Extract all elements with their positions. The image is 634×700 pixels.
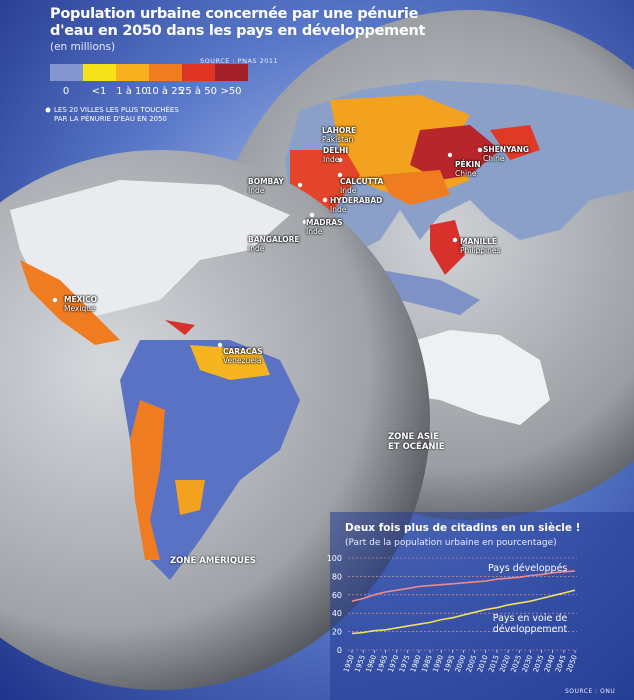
city-dot [52, 297, 58, 303]
city-dot [297, 182, 303, 188]
legend-swatch [83, 64, 116, 81]
americas-landmass [10, 180, 300, 580]
city-label: Caracas Venezuela [223, 347, 263, 365]
city-country: Inde [330, 204, 347, 214]
city-dot [337, 157, 343, 163]
city-label: Bombay Inde [248, 177, 284, 195]
city-country: Inde [306, 226, 323, 236]
city-name: Lahore [322, 126, 357, 135]
city-dot [309, 212, 315, 218]
city-name: Mexico [64, 295, 98, 304]
city-country: Mexique [64, 303, 96, 313]
city-country: Inde [248, 243, 265, 253]
city-dot [452, 237, 458, 243]
legend-label: 25 à 50 [179, 86, 217, 97]
legend-swatch [215, 64, 248, 81]
chart-panel [330, 512, 634, 700]
city-dot [447, 152, 453, 158]
zone-label: Zone Amériques [170, 556, 256, 566]
city-label: Delhi Inde [323, 146, 349, 164]
city-country: Inde [323, 154, 340, 164]
y-tick-label: 60 [332, 591, 342, 600]
chart-subtitle: (Part de la population urbaine en pource… [345, 538, 557, 548]
city-label: Manille Philippines [460, 237, 501, 255]
y-tick-label: 80 [332, 572, 342, 581]
city-country: Chine [483, 153, 505, 163]
city-label: Bangalore Inde [248, 235, 300, 253]
legend-label: <1 [91, 86, 107, 97]
legend-swatch [149, 64, 182, 81]
city-dot [217, 342, 223, 348]
legend-label: >50 [220, 86, 242, 97]
legend-note: Les 20 villes les plus touchées [54, 106, 179, 114]
city-dot [337, 172, 343, 178]
city-label: Calcutta Inde [340, 177, 384, 195]
zone-label: Zone Asie [388, 432, 439, 442]
city-country: Philippines [460, 245, 501, 255]
city-name: Shenyang [483, 145, 530, 154]
y-tick-label: 40 [332, 609, 342, 618]
city-name: Bombay [248, 177, 284, 186]
y-tick-label: 20 [332, 628, 342, 637]
city-name: Bangalore [248, 235, 300, 244]
legend-dot [45, 107, 51, 113]
chart-source: Source : ONU [565, 688, 616, 695]
city-dot [322, 197, 328, 203]
legend-label: 1 à 10 [116, 86, 148, 97]
city-dot [342, 147, 348, 153]
series-label: Pays développés [488, 563, 568, 574]
source: Source : PNAS 2011 [200, 57, 279, 65]
city-label: Madras Inde [306, 218, 343, 236]
legend-label: 0 [62, 86, 70, 97]
series-line [351, 570, 576, 602]
legend-swatch [182, 64, 215, 81]
legend-label: 10 à 25 [146, 86, 184, 97]
y-tick-label: 100 [327, 554, 342, 563]
city-label: Mexico Mexique [64, 295, 98, 313]
city-name: Manille [460, 237, 498, 246]
legend [45, 64, 483, 348]
legend-swatch [50, 64, 83, 81]
chart-title: Deux fois plus de citadins en un siècle … [345, 522, 581, 534]
city-dot [302, 219, 308, 225]
city-name: Pékin [455, 160, 481, 169]
city-name: Calcutta [340, 177, 384, 186]
city-country: Venezuela [223, 355, 262, 365]
city-name: Madras [306, 218, 343, 227]
series-line [351, 589, 576, 635]
title: d'eau en 2050 dans les pays en développe… [50, 23, 426, 39]
series-label: Pays en voie de développement [492, 613, 568, 635]
city-country: Inde [340, 185, 357, 195]
y-tick-label: 0 [337, 646, 342, 655]
city-country: Chine [455, 168, 477, 178]
city-label: Lahore Pakistan [322, 126, 357, 144]
legend-swatch [116, 64, 149, 81]
city-country: Inde [248, 185, 265, 195]
city-label: Shenyang Chine [483, 145, 530, 163]
city-name: Caracas [223, 347, 263, 356]
city-dot [477, 147, 483, 153]
city-name: Hyderabad [330, 196, 383, 205]
city-label: Pékin Chine [455, 160, 481, 178]
legend-note: par la pénurie d'eau en 2050 [54, 115, 167, 123]
asia-landmass [285, 80, 634, 425]
city-country: Pakistan [322, 134, 354, 144]
city-label: Hyderabad Inde [330, 196, 383, 214]
zone-label: et Océanie [388, 442, 445, 452]
title: Population urbaine concernée par une pén… [50, 6, 419, 22]
unit: (en millions) [50, 41, 116, 53]
city-name: Delhi [323, 146, 349, 155]
